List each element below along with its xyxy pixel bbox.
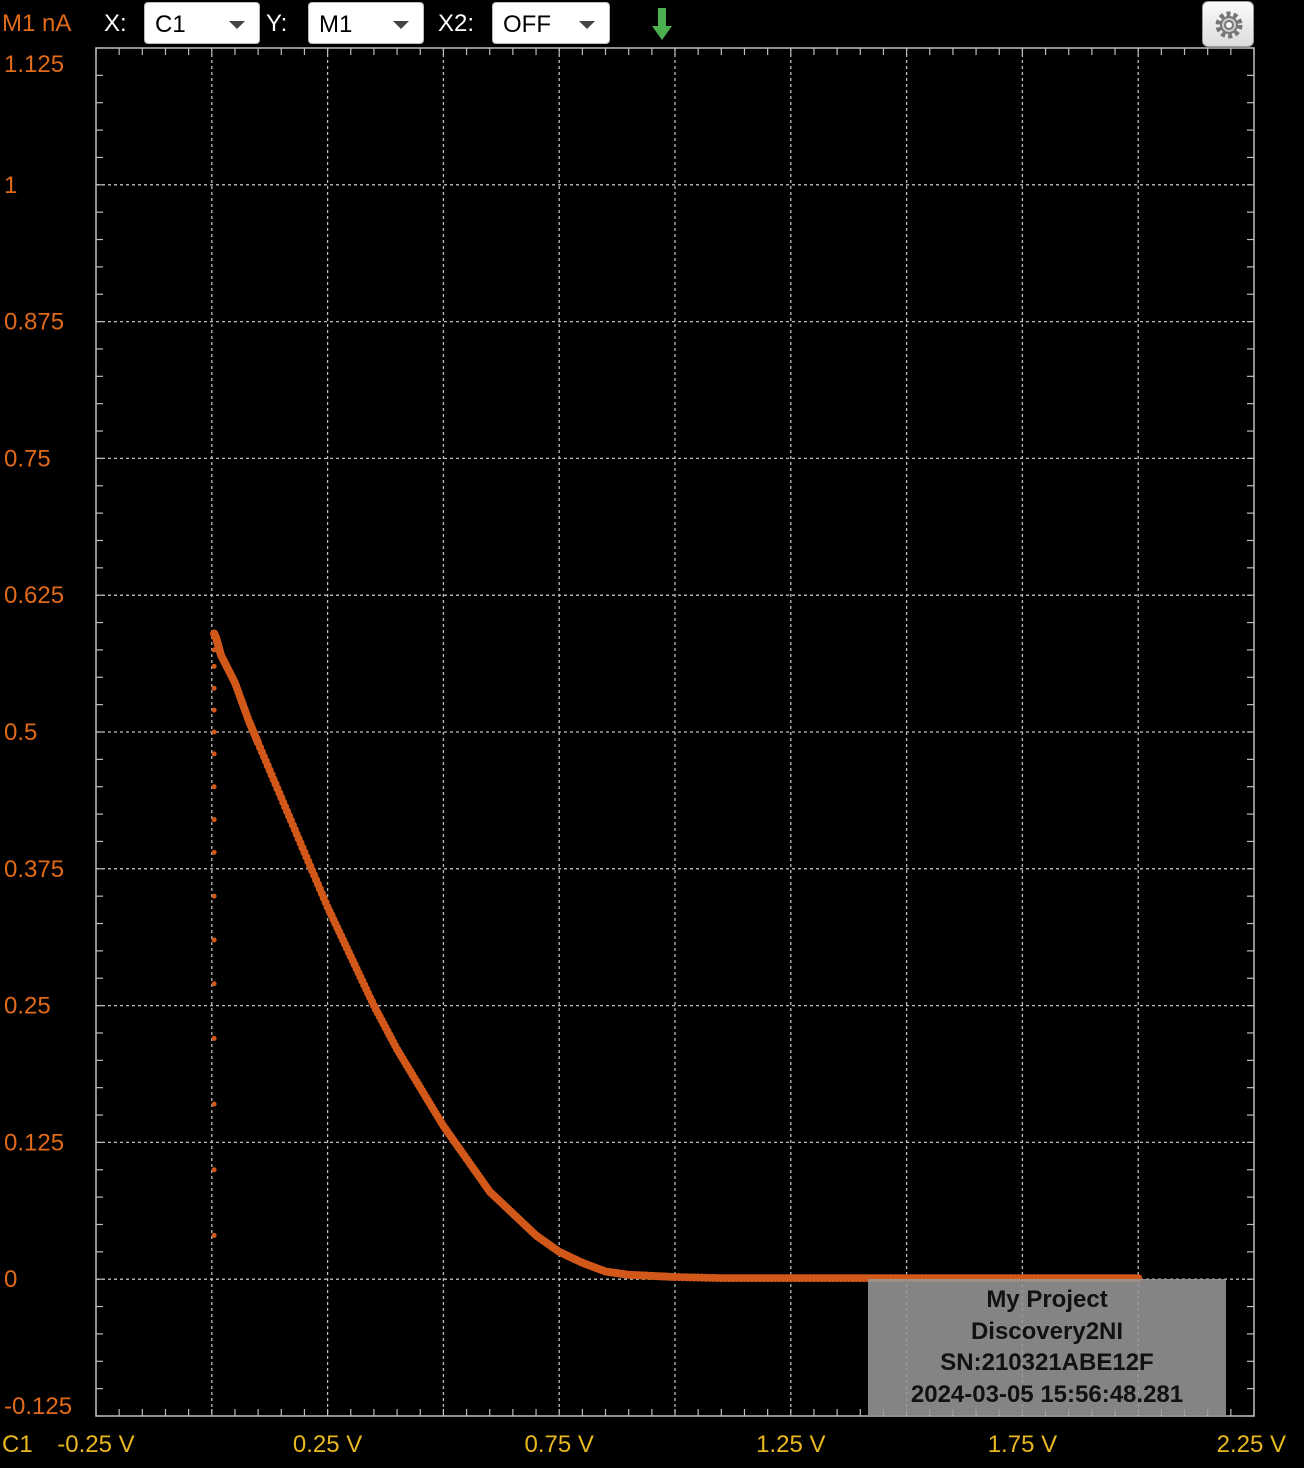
- y-channel-value: M1: [319, 11, 353, 38]
- x-tick-label: 0.75 V: [525, 1431, 594, 1458]
- x2-channel-value: OFF: [503, 11, 551, 38]
- y-tick-label: 0.5: [4, 719, 37, 746]
- toolbar: M1 nA X: C1 Y: M1 X2: OFF: [0, 0, 1304, 48]
- y-unit-label: M1 nA: [2, 10, 72, 37]
- y-tick-label: 0.375: [4, 856, 64, 883]
- serial-number: SN:210321ABE12F: [940, 1349, 1154, 1376]
- trace-point: [211, 1035, 217, 1041]
- download-arrow-icon[interactable]: [652, 8, 672, 40]
- trace-point: [211, 784, 217, 790]
- trace-point: [211, 817, 217, 823]
- y-tick-label: 0: [4, 1266, 17, 1293]
- x2-axis-label: X2:: [438, 10, 475, 37]
- trace-point: [211, 1101, 217, 1107]
- trace-point: [211, 937, 217, 943]
- x2-channel-select[interactable]: OFF: [492, 2, 610, 44]
- trace-point: [211, 685, 217, 691]
- trace-point: [211, 1167, 217, 1173]
- y-tick-label: 0.875: [4, 309, 64, 336]
- x-axis-label: X:: [104, 10, 127, 37]
- x-axis-channel-label: C1: [2, 1431, 33, 1458]
- y-channel-select[interactable]: M1: [308, 2, 424, 44]
- y-tick-label: 0.625: [4, 582, 64, 609]
- x-tick-label: 1.75 V: [988, 1431, 1057, 1458]
- x-channel-value: C1: [155, 11, 186, 38]
- trace-point: [211, 663, 217, 669]
- y-tick-label: 0.125: [4, 1129, 64, 1156]
- device-name: Discovery2NI: [970, 1317, 1124, 1345]
- y-tick-labels: 1.125 1 0.875 0.75 0.625 0.5 0.375 0.25 0.125 0 -0…: [4, 51, 72, 1420]
- project-name: My Project: [986, 1286, 1108, 1313]
- x-tick-labels: -0.25 V 0.25 V 0.75 V 1.25 V 1.75 V 2.25 V: [57, 1431, 1286, 1458]
- trace-point: [211, 1232, 217, 1238]
- settings-button[interactable]: [1202, 1, 1254, 47]
- capture-timestamp: 2024-03-05 15:56:48.281: [910, 1380, 1184, 1408]
- chevron-down-icon: [393, 21, 409, 29]
- x-tick-label: 0.25 V: [293, 1431, 362, 1458]
- gear-icon: [1215, 11, 1243, 39]
- plot-grid: [95, 47, 1255, 1417]
- y-tick-label: 0.75: [4, 445, 51, 472]
- y-tick-label: -0.125: [4, 1393, 72, 1420]
- trace-point: [211, 849, 217, 855]
- x-tick-label: 2.25 V: [1217, 1431, 1286, 1458]
- trace-point: [211, 707, 217, 713]
- trace-point: [211, 729, 217, 735]
- x-tick-label: 1.25 V: [756, 1431, 825, 1458]
- trace-points: [210, 629, 1143, 1283]
- x-tick-label: -0.25 V: [57, 1431, 134, 1458]
- trace-point: [211, 647, 217, 653]
- trace-point: [211, 981, 217, 987]
- x-channel-select[interactable]: C1: [144, 2, 260, 44]
- trace-point: [211, 751, 217, 757]
- trace-point: [211, 893, 217, 899]
- y-tick-label: 1.125: [4, 51, 64, 78]
- device-info-box: My Project Discovery2NI SN:210321ABE12F …: [868, 1279, 1226, 1415]
- y-tick-label: 1: [4, 172, 17, 199]
- chevron-down-icon: [229, 21, 245, 29]
- y-axis-label: Y:: [266, 10, 288, 37]
- y-tick-label: 0.25: [4, 993, 51, 1020]
- chevron-down-icon: [579, 21, 595, 29]
